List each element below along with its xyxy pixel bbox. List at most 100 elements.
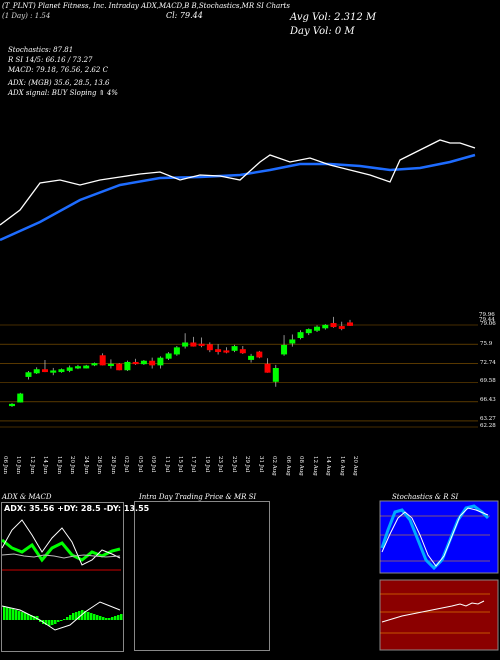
macd-histogram-bar [9,608,12,620]
macd-histogram-bar [57,620,60,622]
macd-histogram-bar [72,613,75,620]
candle-body [66,367,73,371]
candle-body [322,324,329,329]
macd-histogram-bar [84,611,87,620]
macd-histogram-bar [117,615,120,620]
adx-panel-title: ADX & MACD [2,493,52,501]
stoch-panel-title: Stochastics & R SI [392,493,459,501]
candle-body [272,368,279,382]
candle-body [25,372,32,377]
candle-body [281,344,288,355]
macd-line [1,601,121,631]
candle-body [256,351,263,358]
candle-body [17,393,24,403]
y-tick-label: 79.06 [480,321,496,327]
candle-body [264,363,271,373]
candle-body [297,332,304,339]
candle-body [338,326,345,329]
candle-body [314,326,321,331]
moving-average-line [0,153,476,242]
adx-plus-line [1,538,121,563]
candle-body [239,349,246,354]
macd-histogram-bar [105,618,108,620]
intraday-panel-title: Intra Day Trading Price & MR SI [139,493,257,501]
macd-histogram-bar [12,609,15,620]
candle-body [91,363,98,366]
candle-body [99,355,106,366]
adx-line [1,553,121,559]
macd-histogram-bar [114,616,117,620]
macd-histogram-bar [30,615,33,620]
y-top-label: 79.96 [479,312,495,318]
candle-body [124,361,131,371]
stoch-d-line [381,507,489,567]
y-tick-label: 62.28 [480,423,496,429]
stoch-k-line [380,504,490,571]
macd-histogram-bar [69,615,72,620]
price-chart [0,139,478,428]
macd-histogram-bar [99,616,102,620]
candle-body [58,369,65,373]
macd-histogram-bar [15,610,18,620]
y-tick-label: 66.43 [480,397,496,403]
candle-body [198,343,205,346]
rsi-panel-bg [379,579,499,651]
candle-body [190,342,197,347]
macd-histogram-bar [51,620,54,625]
candle-body [41,369,48,373]
candle-body [330,323,337,328]
macd-histogram-bar [78,611,81,620]
candle-body [116,363,123,371]
adx-panel-values: ADX: 35.56 +DY: 28.5 -DY: 13.55 [4,504,150,513]
macd-histogram-bar [90,613,93,620]
adx-panel-frame [1,502,124,652]
candle-body [173,347,180,355]
macd-histogram-bar [60,620,63,621]
candle-body [107,363,114,366]
stochastics-value: Stochastics: 87.81 [8,46,74,54]
candle-body [305,329,312,334]
candle-body [132,361,139,365]
y-tick-label: 72.74 [480,360,496,366]
adx-minus-line [1,519,121,566]
macd-histogram-bar [24,613,27,620]
macd-histogram-bar [27,614,30,620]
candle-body [74,366,81,369]
candle-body [50,370,57,373]
avg-vol: Avg Vol: 2.312 M [290,12,377,23]
y-top-label: 79.44 [479,317,495,323]
macd-histogram-bar [66,617,69,620]
candle-body [140,360,147,365]
macd-histogram-bar [33,616,36,620]
macd-histogram-bar [54,620,57,624]
candle-body [182,342,189,347]
macd-histogram-bar [102,617,105,620]
range-label: (1 Day) : 1.54 [2,12,51,20]
macd-histogram-bar [63,619,66,620]
macd-histogram-bar [87,612,90,620]
macd-histogram-bar [108,618,111,620]
macd-histogram-bar [36,616,39,620]
macd-histogram-bar [45,620,48,625]
adx-value: ADX: (MGB) 35.6, 28.5, 13.6 [8,79,110,87]
y-tick-label: 63.27 [480,416,496,422]
candle-body [231,346,238,351]
price-line [0,139,476,226]
header-topline: (T_PLNT) Planet Fitness, Inc. Intraday A… [2,2,290,10]
macd-histogram-bar [111,617,114,620]
macd-histogram-bar [3,606,6,620]
rsi-value: R SI 14/5: 66.16 / 73.27 [8,56,93,64]
close-ref: Cl: 79.44 [166,11,203,20]
macd-histogram-bar [120,614,123,620]
candle-body [215,349,222,353]
candle-body [248,355,255,360]
macd-histogram-bar [39,620,42,622]
macd-histogram-bar [21,612,24,620]
candle-body [206,344,213,351]
macd-histogram-bar [93,614,96,620]
candle-body [289,339,296,344]
candle-body [83,365,90,369]
intraday-panel-frame [134,501,270,651]
adx-signal: ADX signal: BUY Sloping ⇑ 4% [8,89,118,97]
